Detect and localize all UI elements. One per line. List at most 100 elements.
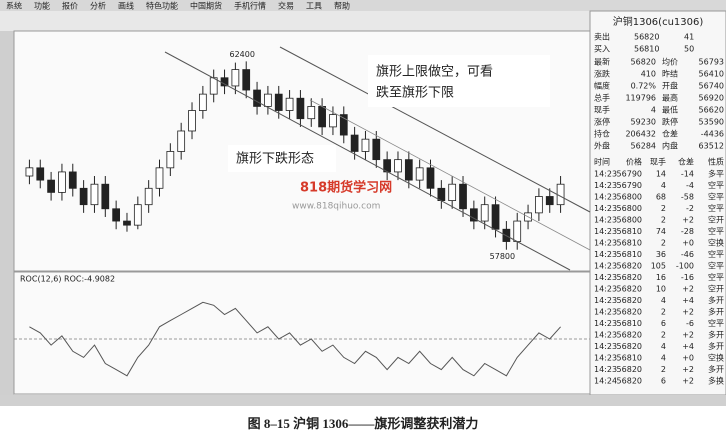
candle-body bbox=[242, 69, 251, 91]
trade-cell: +2 bbox=[682, 308, 694, 317]
trade-cell: 多开 bbox=[708, 341, 724, 351]
trade-cell: 2 bbox=[661, 331, 666, 340]
trade-header: 性质 bbox=[708, 157, 724, 167]
trade-cell: 16 bbox=[656, 273, 666, 282]
trade-cell: 2 bbox=[661, 204, 666, 213]
trade-cell: 空开 bbox=[708, 284, 724, 294]
candle-body bbox=[513, 220, 522, 242]
stat-cell: 总手 bbox=[594, 93, 610, 103]
trade-header: 时间 bbox=[594, 157, 610, 167]
indicator-line bbox=[29, 301, 561, 377]
candle-body bbox=[231, 69, 240, 87]
trade-cell: 2 bbox=[661, 239, 666, 248]
stat-cell: 最高 bbox=[662, 93, 678, 103]
trade-cell: 多开 bbox=[708, 307, 724, 317]
watermark-name: 818期货学习网 bbox=[300, 180, 392, 196]
trade-cell: 14:23 bbox=[594, 250, 617, 259]
trade-cell: 14:23 bbox=[594, 193, 617, 202]
trade-cell: 36 bbox=[656, 250, 666, 259]
trade-cell: -28 bbox=[681, 227, 694, 236]
candle-body bbox=[144, 187, 153, 206]
stat-cell: 56284 bbox=[631, 142, 656, 151]
trade-cell: 空平 bbox=[708, 261, 724, 271]
toolbar bbox=[0, 11, 590, 31]
stat-cell: 119796 bbox=[625, 94, 656, 103]
trade-cell: 14:23 bbox=[594, 331, 617, 340]
trade-cell: +0 bbox=[682, 239, 694, 248]
candle-body bbox=[491, 204, 500, 230]
trade-cell: 空平 bbox=[708, 318, 724, 328]
candle-body bbox=[372, 138, 381, 161]
candle-body bbox=[274, 93, 283, 111]
trade-cell: 14:23 bbox=[594, 262, 617, 271]
menu-item[interactable]: 中国期货 bbox=[190, 1, 222, 11]
menu-item[interactable]: 功能 bbox=[34, 1, 50, 11]
trade-cell: -16 bbox=[681, 273, 694, 282]
trade-cell: +2 bbox=[682, 285, 694, 294]
stat-cell: 最低 bbox=[662, 105, 678, 115]
trade-cell: 空平 bbox=[708, 249, 724, 259]
stat-cell: 59230 bbox=[631, 118, 656, 127]
stat-cell: 53590 bbox=[699, 118, 724, 127]
trade-cell: 56820 bbox=[617, 296, 642, 305]
candle-body bbox=[220, 77, 229, 87]
trade-cell: 56820 bbox=[617, 365, 642, 374]
trade-cell: 14:23 bbox=[594, 365, 617, 374]
flag-upper-line bbox=[279, 46, 591, 213]
trade-cell: 56800 bbox=[617, 193, 642, 202]
trade-cell: 14:23 bbox=[594, 181, 617, 190]
candle-body bbox=[177, 130, 186, 152]
candle-body bbox=[285, 97, 294, 111]
trade-cell: -6 bbox=[686, 319, 694, 328]
stat-cell: 410 bbox=[641, 70, 656, 79]
stat-cell: 昨结 bbox=[662, 69, 678, 79]
stat-cell: 4 bbox=[651, 106, 656, 115]
menu-item[interactable]: 手机行情 bbox=[234, 1, 266, 11]
candle-body bbox=[329, 114, 337, 128]
order-cell: 56810 bbox=[634, 45, 659, 54]
annotation-box bbox=[368, 55, 550, 107]
menu-item[interactable]: 帮助 bbox=[334, 1, 350, 11]
trade-header: 现手 bbox=[650, 157, 666, 167]
menu-item[interactable]: 工具 bbox=[306, 2, 322, 11]
status-bar bbox=[0, 395, 726, 406]
trade-cell: -4 bbox=[686, 181, 694, 190]
trade-cell: 2 bbox=[661, 308, 666, 317]
candle-body bbox=[469, 208, 478, 222]
trade-cell: -100 bbox=[676, 262, 694, 271]
trade-cell: -58 bbox=[681, 193, 694, 202]
menu-item[interactable]: 交易 bbox=[278, 1, 294, 11]
candle-body bbox=[437, 187, 446, 201]
stat-cell: -4436 bbox=[701, 130, 724, 139]
candle-body bbox=[339, 114, 348, 136]
trade-cell: 空平 bbox=[708, 180, 724, 190]
candle-body bbox=[25, 167, 34, 177]
menu-item[interactable]: 报价 bbox=[62, 1, 78, 11]
trade-cell: 2 bbox=[661, 216, 666, 225]
candle-body bbox=[545, 196, 554, 206]
trade-cell: 多开 bbox=[708, 295, 724, 305]
trade-cell: +4 bbox=[682, 342, 694, 351]
candle-body bbox=[79, 187, 88, 206]
stat-cell: 仓差 bbox=[662, 129, 678, 139]
stat-cell: 持仓 bbox=[594, 129, 610, 139]
stat-cell: 0.72% bbox=[631, 82, 657, 91]
candle-body bbox=[448, 183, 457, 201]
menu-item[interactable]: 特色功能 bbox=[146, 1, 178, 11]
stat-cell: 56793 bbox=[699, 58, 724, 67]
trade-cell: +2 bbox=[682, 216, 694, 225]
candle-body bbox=[426, 167, 435, 189]
candle-body bbox=[318, 106, 326, 128]
trade-cell: 56810 bbox=[617, 354, 642, 363]
menu-item[interactable]: 画线 bbox=[118, 1, 134, 11]
trade-cell: 14:23 bbox=[594, 216, 617, 225]
menu-item[interactable]: 系统 bbox=[6, 1, 22, 11]
trade-cell: 14:23 bbox=[594, 285, 617, 294]
menu-item[interactable]: 分析 bbox=[90, 1, 106, 11]
trade-cell: 56800 bbox=[617, 216, 642, 225]
stat-cell: 涨跌 bbox=[594, 69, 610, 79]
trade-cell: +2 bbox=[682, 377, 694, 386]
trade-cell: 多换 bbox=[708, 376, 724, 386]
trade-cell: 56820 bbox=[617, 285, 642, 294]
